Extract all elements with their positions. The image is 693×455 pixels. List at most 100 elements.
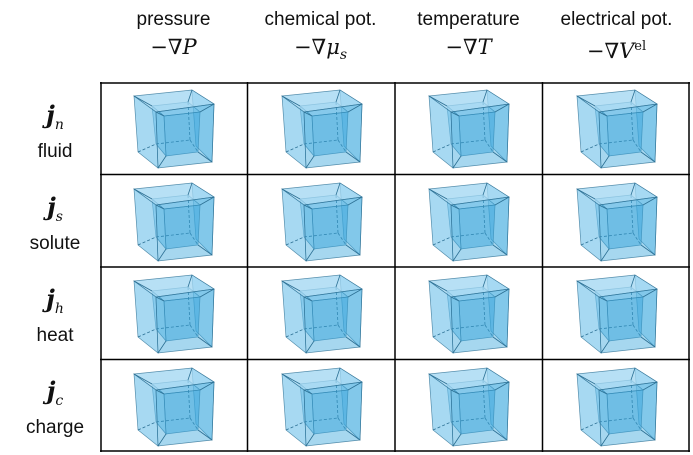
cube-edge bbox=[305, 340, 314, 354]
cube-edge bbox=[642, 103, 657, 113]
cube-hidden-edge bbox=[137, 421, 157, 430]
cube-hidden-edge bbox=[598, 417, 633, 422]
cube-edge bbox=[452, 248, 462, 261]
cube-hidden-edge bbox=[285, 328, 304, 338]
cube-edge bbox=[281, 95, 300, 107]
cube-hidden-edge bbox=[285, 143, 304, 153]
cube-edge bbox=[199, 196, 215, 205]
matrix-cell bbox=[100, 267, 248, 360]
transparent-cube-icon bbox=[575, 366, 658, 447]
cube-edge bbox=[347, 288, 362, 298]
cube-edge bbox=[494, 196, 510, 205]
column-label: pressure bbox=[136, 9, 211, 30]
cube-edge bbox=[640, 336, 655, 348]
cube-edge bbox=[600, 155, 609, 169]
cube-hidden-edge bbox=[303, 139, 338, 145]
cube-edge bbox=[197, 151, 213, 163]
row-header-charge: jc charge bbox=[10, 376, 100, 440]
cube-hidden-edge bbox=[303, 417, 338, 422]
transparent-cube-icon bbox=[133, 274, 215, 354]
cube-hidden-edge bbox=[137, 328, 157, 338]
cube-edge bbox=[642, 196, 657, 205]
cube-edge bbox=[428, 95, 448, 107]
cube-hidden-edge bbox=[632, 324, 641, 338]
column-header-pressure: pressure −∇P bbox=[100, 8, 247, 62]
cube-hidden-edge bbox=[630, 286, 633, 326]
transparent-cube-icon bbox=[280, 181, 363, 262]
column-gradient: −∇T bbox=[445, 35, 492, 59]
cube-edge bbox=[133, 280, 153, 292]
row-header-fluid: jn fluid bbox=[10, 100, 100, 164]
matrix-cell bbox=[248, 267, 396, 360]
cube-hidden-edge bbox=[335, 286, 338, 326]
cube-hidden-edge bbox=[484, 139, 494, 153]
cube-edge bbox=[598, 389, 607, 394]
cube-hidden-edge bbox=[482, 101, 486, 141]
cube-edge bbox=[482, 274, 488, 288]
cube-edge bbox=[494, 288, 510, 298]
cube-edge bbox=[450, 111, 460, 117]
row-flux-symbol: jc bbox=[46, 376, 64, 409]
cube-edge bbox=[347, 196, 362, 205]
cube-edge bbox=[642, 381, 657, 390]
cube-hidden-edge bbox=[137, 236, 157, 245]
cube-hidden-edge bbox=[630, 101, 633, 141]
cube-edge bbox=[335, 274, 340, 288]
cube-edge bbox=[576, 95, 595, 107]
cube-edge bbox=[197, 336, 213, 348]
cube-edge bbox=[630, 182, 635, 195]
cube-hidden-edge bbox=[484, 232, 494, 245]
column-label: temperature bbox=[417, 9, 520, 30]
cube-hidden-edge bbox=[285, 236, 304, 245]
cube-edge bbox=[335, 89, 340, 103]
matrix-cell bbox=[100, 360, 248, 453]
column-label: electrical pot. bbox=[560, 9, 673, 30]
cube-edge bbox=[187, 89, 193, 103]
cube-edge bbox=[450, 204, 460, 209]
cube-edge bbox=[281, 373, 300, 384]
cube-edge bbox=[450, 389, 460, 394]
cube-edge bbox=[347, 103, 362, 113]
transparent-cube-icon bbox=[280, 366, 363, 447]
cube-hidden-edge bbox=[335, 194, 338, 233]
cube-edge bbox=[345, 336, 360, 348]
cube-edge bbox=[428, 280, 448, 292]
cube-hidden-edge bbox=[450, 324, 486, 330]
cube-hidden-edge bbox=[432, 143, 452, 153]
matrix-cell bbox=[248, 175, 396, 268]
cube-edge bbox=[630, 274, 635, 288]
matrix-cell bbox=[248, 360, 396, 453]
row-label: charge bbox=[25, 416, 85, 438]
cube-edge bbox=[155, 389, 165, 394]
cube-hidden-edge bbox=[484, 324, 494, 338]
cube-hidden-edge bbox=[155, 139, 191, 145]
cube-edge bbox=[492, 244, 508, 255]
cube-edge bbox=[345, 244, 360, 255]
matrix-cell bbox=[395, 267, 543, 360]
cube-edge bbox=[199, 103, 215, 113]
cube-hidden-edge bbox=[482, 194, 486, 233]
cube-edge bbox=[576, 280, 595, 292]
cube-edge bbox=[335, 182, 340, 195]
cube-edge bbox=[576, 373, 595, 384]
cube-hidden-edge bbox=[580, 143, 599, 153]
cube-hidden-edge bbox=[337, 324, 346, 338]
cube-edge bbox=[303, 389, 312, 394]
cube-hidden-edge bbox=[285, 421, 304, 430]
transparent-cube-icon bbox=[428, 274, 510, 354]
cube-edge bbox=[303, 204, 312, 209]
matrix-cell bbox=[543, 175, 691, 268]
cube-hidden-edge bbox=[303, 324, 338, 330]
cube-edge bbox=[600, 433, 609, 446]
cube-edge bbox=[305, 248, 314, 261]
cube-edge bbox=[640, 244, 655, 255]
cube-hidden-edge bbox=[484, 417, 494, 430]
cube-hidden-edge bbox=[189, 232, 199, 245]
cube-hidden-edge bbox=[303, 232, 338, 237]
cube-hidden-edge bbox=[432, 328, 452, 338]
transparent-cube-icon bbox=[133, 366, 215, 447]
cube-edge bbox=[155, 204, 165, 209]
cube-edge bbox=[600, 340, 609, 354]
cube-hidden-edge bbox=[598, 139, 633, 145]
cube-edge bbox=[576, 188, 595, 199]
